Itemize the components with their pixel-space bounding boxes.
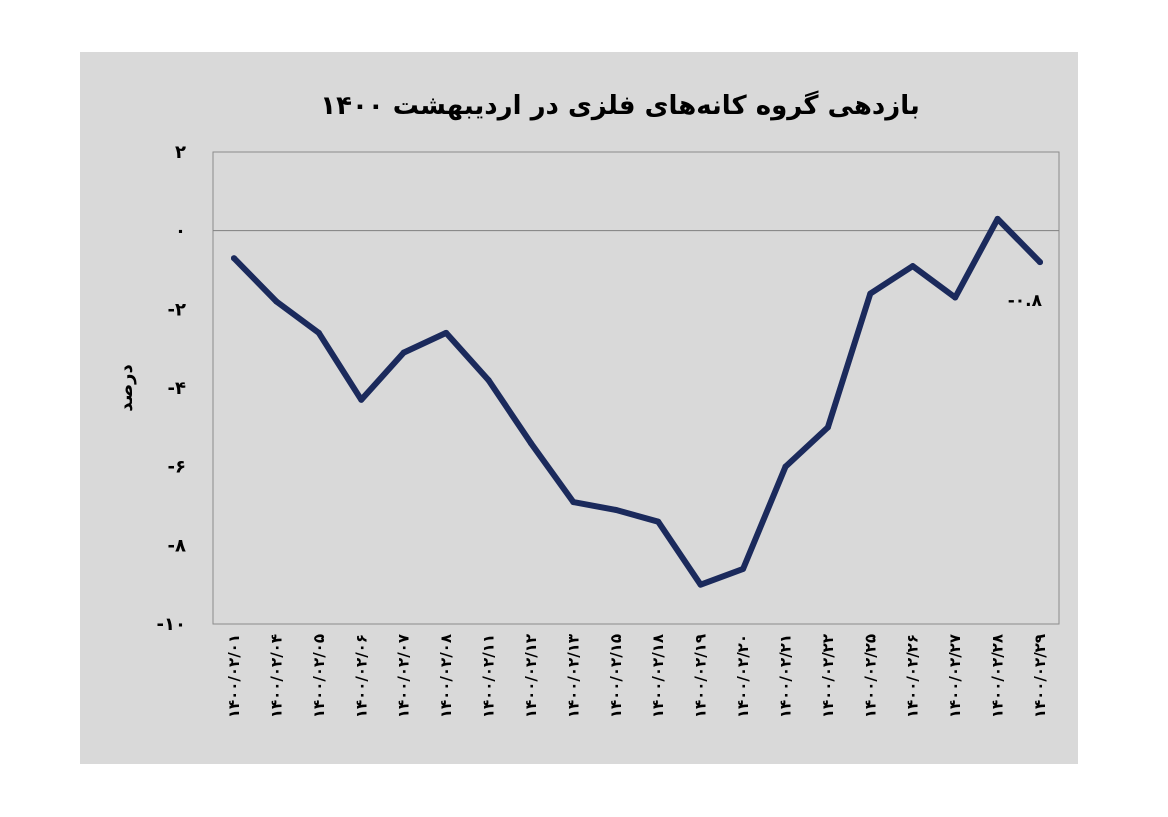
y-tick-label: ۲ [175, 142, 186, 163]
data-point [273, 298, 280, 305]
x-tick-label: ۱۴۰۰/۰۲/۰۶ [352, 634, 370, 718]
data-point [824, 424, 831, 431]
y-tick-label: -۴ [168, 378, 186, 399]
x-tick-label: ۱۴۰۰/۰۲/۱۹ [692, 634, 710, 718]
x-tick-label: ۱۴۰۰/۰۲/۲۵ [861, 634, 879, 718]
data-point [740, 565, 747, 572]
data-point [655, 518, 662, 525]
y-tick-label: -۲ [168, 299, 186, 320]
y-axis-ticks: ۲ ۰ -۲ -۴ -۶ -۸ -۱۰ [157, 142, 186, 635]
x-tick-label: ۱۴۰۰/۰۲/۰۵ [310, 634, 328, 718]
data-point [231, 255, 237, 262]
x-tick-label: ۱۴۰۰/۰۲/۱۸ [649, 634, 667, 718]
plot-frame [212, 151, 1060, 625]
data-point [443, 329, 450, 336]
x-tick-label: ۱۴۰۰/۰۲/۲۰ [734, 634, 752, 718]
data-point [909, 263, 916, 270]
y-tick-label: -۶ [168, 457, 186, 478]
data-point [994, 215, 1001, 222]
x-tick-label: ۱۴۰۰/۰۲/۰۸ [437, 634, 455, 718]
chart-area: بازدهی گروه کانه‌های فلزی در اردیبهشت ۱۴… [80, 52, 1078, 764]
series-group [231, 215, 1043, 588]
y-tick-label: ۰ [175, 221, 186, 242]
x-tick-label: ۱۴۰۰/۰۲/۲۸ [989, 634, 1007, 718]
data-point [612, 506, 619, 513]
x-tick-label: ۱۴۰۰/۰۲/۱۲ [522, 634, 540, 718]
data-point [527, 440, 534, 447]
x-tick-label: ۱۴۰۰/۰۲/۰۴ [267, 634, 285, 718]
data-point [358, 396, 365, 403]
data-point [1037, 259, 1043, 266]
x-tick-label: ۱۴۰۰/۰۲/۰۷ [395, 634, 413, 718]
line-chart: بازدهی گروه کانه‌های فلزی در اردیبهشت ۱۴… [116, 90, 1060, 718]
chart-title: بازدهی گروه کانه‌های فلزی در اردیبهشت ۱۴… [320, 90, 920, 121]
data-point [867, 290, 874, 297]
x-tick-label: ۱۴۰۰/۰۲/۱۵ [607, 634, 625, 718]
data-point [400, 349, 407, 356]
x-tick-label: ۱۴۰۰/۰۲/۲۱ [776, 634, 794, 718]
data-point [782, 463, 789, 470]
data-point [952, 294, 959, 301]
x-tick-label: ۱۴۰۰/۰۲/۲۷ [946, 634, 964, 718]
data-point [697, 581, 704, 588]
y-axis-label: درصد [116, 364, 137, 411]
series-line [231, 215, 1043, 588]
x-tick-label: ۱۴۰۰/۰۲/۲۲ [819, 634, 837, 718]
x-tick-label: ۱۴۰۰/۰۲/۲۶ [904, 634, 922, 718]
data-point [570, 499, 577, 506]
x-tick-label: ۱۴۰۰/۰۲/۱۱ [480, 634, 498, 718]
y-tick-label: -۸ [168, 535, 186, 556]
x-tick-label: ۱۴۰۰/۰۲/۱۳ [564, 634, 582, 718]
x-tick-label: ۱۴۰۰/۰۲/۲۹ [1031, 634, 1049, 718]
data-point [315, 329, 322, 336]
x-tick-label: ۱۴۰۰/۰۲/۰۱ [225, 634, 243, 718]
y-tick-label: -۱۰ [157, 614, 186, 635]
data-labels: -۰.۸ [1008, 291, 1043, 311]
x-axis-ticks: ۱۴۰۰/۰۲/۰۱ ۱۴۰۰/۰۲/۰۴ ۱۴۰۰/۰۲/۰۵ ۱۴۰۰/۰۲/۰۶… [225, 634, 1049, 718]
data-label: -۰.۸ [1008, 291, 1043, 311]
data-point [485, 377, 492, 384]
